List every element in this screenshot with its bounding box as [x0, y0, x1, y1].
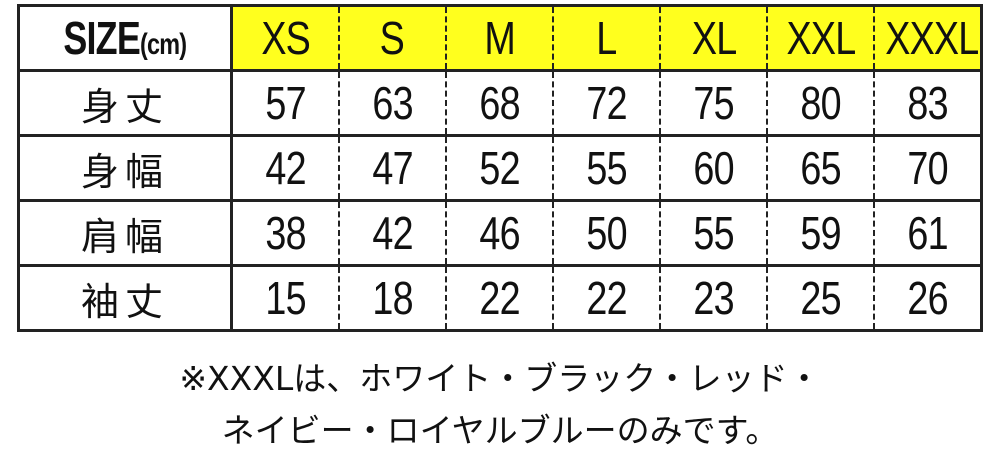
value-cell: 26 — [873, 264, 982, 332]
row-label: 袖丈 — [80, 279, 169, 324]
header-row: SIZE(cm) XS S M L XL XXL XXXL — [17, 4, 982, 72]
measurement-value: 18 — [372, 272, 413, 324]
row-label: 身幅 — [80, 149, 169, 194]
measurement-value: 65 — [800, 142, 842, 194]
value-cell: 47 — [337, 134, 446, 202]
value-cell: 70 — [873, 134, 982, 202]
size-col-header: XXL — [766, 4, 875, 72]
measurement-value: 50 — [586, 207, 627, 259]
note-line-1: ※XXXLは、ホワイト・ブラック・レッド・ — [179, 359, 821, 398]
row-label: 肩幅 — [80, 214, 169, 259]
measurement-value: 42 — [372, 207, 413, 259]
value-cell: 18 — [337, 264, 446, 332]
measurement-value: 63 — [372, 77, 413, 129]
row-label: 身丈 — [80, 84, 169, 129]
measurement-value: 83 — [907, 77, 949, 129]
value-cell: 83 — [873, 69, 982, 137]
value-cell: 25 — [766, 264, 875, 332]
value-cell: 80 — [766, 69, 875, 137]
size-col-header: XL — [659, 4, 768, 72]
measurement-value: 72 — [586, 77, 627, 129]
measurement-value: 38 — [265, 207, 306, 259]
value-cell: 72 — [551, 69, 661, 137]
value-cell: 61 — [873, 199, 982, 267]
size-col-header: XS — [230, 4, 339, 72]
value-cell: 55 — [659, 199, 768, 267]
value-cell: 38 — [230, 199, 339, 267]
measurement-value: 46 — [479, 207, 520, 259]
measurement-value: 23 — [693, 272, 734, 324]
row-label-cell: 袖丈 — [17, 264, 233, 332]
value-cell: 68 — [444, 69, 553, 137]
value-cell: 22 — [551, 264, 661, 332]
measurement-value: 70 — [907, 142, 949, 194]
measurement-value: 25 — [800, 272, 842, 324]
measurement-value: 52 — [479, 142, 520, 194]
size-label: SIZE — [63, 12, 141, 64]
measurement-value: 55 — [693, 207, 734, 259]
measurement-value: 61 — [907, 207, 949, 259]
value-cell: 22 — [444, 264, 553, 332]
value-cell: 52 — [444, 134, 553, 202]
measurement-value: 22 — [479, 272, 520, 324]
unit-label: (cm) — [140, 28, 187, 61]
measurement-value: 59 — [800, 207, 842, 259]
measurement-value: 26 — [907, 272, 949, 324]
size-col-header: S — [337, 4, 446, 72]
measurement-value: 47 — [372, 142, 413, 194]
measurement-value: 42 — [265, 142, 306, 194]
value-cell: 42 — [230, 134, 339, 202]
size-col-header: L — [551, 4, 661, 72]
value-cell: 42 — [337, 199, 446, 267]
measurement-value: 57 — [265, 77, 306, 129]
table-row: 肩幅 38 42 46 50 55 59 61 — [17, 199, 982, 267]
size-header-cell: SIZE(cm) — [17, 4, 233, 72]
measurement-value: 15 — [265, 272, 306, 324]
value-cell: 46 — [444, 199, 553, 267]
row-label-cell: 身幅 — [17, 134, 233, 202]
table-row: 袖丈 15 18 22 22 23 25 26 — [17, 264, 982, 332]
measurement-value: 55 — [586, 142, 627, 194]
value-cell: 63 — [337, 69, 446, 137]
value-cell: 23 — [659, 264, 768, 332]
measurement-value: 22 — [586, 272, 627, 324]
row-label-cell: 身丈 — [17, 69, 233, 137]
measurement-value: 68 — [479, 77, 520, 129]
value-cell: 65 — [766, 134, 875, 202]
size-col-header: XXXL — [873, 4, 982, 72]
value-cell: 15 — [230, 264, 339, 332]
value-cell: 75 — [659, 69, 768, 137]
value-cell: 55 — [551, 134, 661, 202]
size-chart-table: SIZE(cm) XS S M L XL XXL XXXL 身丈 57 63 68 72… — [17, 4, 983, 332]
table-row: 身幅 42 47 52 55 60 65 70 — [17, 134, 982, 202]
table-row: 身丈 57 63 68 72 75 80 83 — [17, 69, 982, 137]
value-cell: 59 — [766, 199, 875, 267]
value-cell: 60 — [659, 134, 768, 202]
row-label-cell: 肩幅 — [17, 199, 233, 267]
measurement-value: 75 — [693, 77, 734, 129]
size-col-header: M — [444, 4, 553, 72]
value-cell: 57 — [230, 69, 339, 137]
value-cell: 50 — [551, 199, 661, 267]
measurement-value: 60 — [693, 142, 734, 194]
note-line-2: ネイビー・ロイヤルブルーのみです。 — [221, 411, 779, 450]
measurement-value: 80 — [800, 77, 842, 129]
